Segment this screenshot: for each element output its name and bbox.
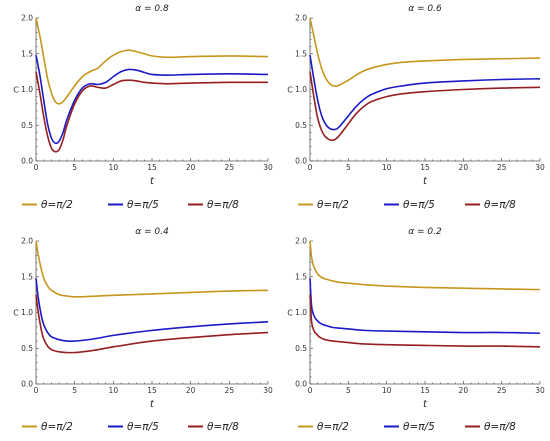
series-line-1: [35, 17, 269, 105]
x-axis-label: t: [423, 176, 428, 187]
x-tick-label: 5: [346, 386, 351, 395]
x-tick-label: 10: [109, 163, 119, 172]
x-tick-label: 15: [147, 163, 157, 172]
x-tick-label: 10: [382, 163, 392, 172]
legend-label: θ=π/2: [41, 199, 73, 211]
y-axis-label: C: [287, 309, 293, 318]
legend-label: θ=π/2: [317, 421, 349, 433]
y-tick-label: 2.0: [295, 237, 307, 246]
panel-title: α = 0.6: [408, 4, 442, 14]
legend: θ=π/2 θ=π/5 θ=π/8: [298, 199, 516, 211]
y-tick-label: 0.0: [295, 157, 307, 166]
series-line-3: [35, 71, 269, 153]
legend-label: θ=π/8: [484, 421, 516, 433]
legend: θ=π/2 θ=π/5 θ=π/8: [22, 421, 239, 433]
legend-label: θ=π/8: [484, 199, 516, 211]
x-axis-label: t: [150, 176, 155, 187]
x-tick-label: 15: [420, 163, 430, 172]
x-tick-label: 25: [497, 163, 507, 172]
y-tick-label: 1.0: [21, 85, 33, 94]
legend: θ=π/2 θ=π/5 θ=π/8: [22, 199, 239, 211]
x-axis-label: t: [150, 399, 155, 410]
y-tick-label: 2.0: [21, 237, 33, 246]
x-tick-label: 0: [308, 163, 313, 172]
legend-label: θ=π/8: [207, 421, 239, 433]
panel-2: α = 0.6 0 5 10 15 20 25 30 0.0 0.5 1.0 1.5 2.0 Ct θ=π/…: [287, 4, 545, 211]
series-line-2: [309, 278, 541, 335]
x-tick-label: 5: [72, 163, 77, 172]
panel-title: α = 0.4: [135, 227, 169, 237]
panel-1: α = 0.8 0 5 10 15 20 25 30 0.0 0.5 1.0 1.5 2.0 Ct θ=π/…: [13, 4, 273, 211]
panel-title: α = 0.2: [408, 227, 442, 237]
x-tick-label: 20: [459, 163, 469, 172]
y-tick-label: 1.5: [295, 49, 307, 58]
x-tick-label: 10: [109, 386, 119, 395]
y-tick-label: 0.0: [295, 380, 307, 389]
panel-title: α = 0.8: [135, 4, 169, 14]
series-line-2: [35, 278, 269, 343]
series-line-1: [309, 17, 541, 87]
x-tick-label: 30: [263, 163, 273, 172]
x-tick-label: 5: [72, 386, 77, 395]
y-tick-label: 2.0: [21, 14, 33, 23]
y-tick-label: 1.5: [295, 272, 307, 281]
x-tick-label: 20: [459, 386, 469, 395]
x-tick-label: 0: [308, 386, 313, 395]
x-tick-label: 0: [34, 386, 39, 395]
legend: θ=π/2 θ=π/5 θ=π/8: [298, 421, 516, 433]
x-tick-label: 5: [346, 163, 351, 172]
legend-label: θ=π/8: [207, 199, 239, 211]
series-line-2: [309, 55, 541, 131]
x-tick-label: 25: [497, 386, 507, 395]
x-tick-label: 20: [186, 386, 196, 395]
series-line-1: [309, 240, 541, 291]
y-tick-label: 1.5: [21, 272, 33, 281]
series-line-1: [35, 240, 269, 298]
y-tick-label: 1.0: [295, 85, 307, 94]
y-tick-label: 0.5: [21, 344, 33, 353]
y-tick-label: 0.5: [295, 121, 307, 130]
y-tick-label: 0.0: [21, 157, 33, 166]
y-tick-label: 1.0: [295, 308, 307, 317]
series-line-3: [309, 71, 541, 142]
y-tick-label: 1.0: [21, 308, 33, 317]
x-tick-label: 15: [147, 386, 157, 395]
series-line-3: [35, 294, 269, 354]
legend-label: θ=π/5: [403, 421, 435, 433]
y-tick-label: 0.5: [21, 121, 33, 130]
x-tick-label: 20: [186, 163, 196, 172]
legend-label: θ=π/2: [41, 421, 73, 433]
series-line-3: [309, 294, 541, 348]
x-tick-label: 30: [263, 386, 273, 395]
y-axis-label: C: [13, 309, 19, 318]
legend-label: θ=π/2: [317, 199, 349, 211]
legend-label: θ=π/5: [127, 421, 159, 433]
x-tick-label: 0: [34, 163, 39, 172]
panel-4: α = 0.2 0 5 10 15 20 25 30 0.0 0.5 1.0 1.5 2.0 Ct θ=π/…: [287, 227, 545, 433]
legend-label: θ=π/5: [403, 199, 435, 211]
y-tick-label: 0.5: [295, 344, 307, 353]
x-tick-label: 30: [535, 386, 545, 395]
y-axis-label: C: [13, 86, 19, 95]
series-line-2: [35, 55, 269, 145]
y-axis-label: C: [287, 86, 293, 95]
legend-label: θ=π/5: [127, 199, 159, 211]
x-tick-label: 10: [382, 386, 392, 395]
x-axis-label: t: [423, 399, 428, 410]
x-tick-label: 25: [225, 386, 235, 395]
y-tick-label: 1.5: [21, 49, 33, 58]
y-tick-label: 0.0: [21, 380, 33, 389]
y-tick-label: 2.0: [295, 14, 307, 23]
x-tick-label: 25: [225, 163, 235, 172]
x-tick-label: 30: [535, 163, 545, 172]
x-tick-label: 15: [420, 386, 430, 395]
panel-3: α = 0.4 0 5 10 15 20 25 30 0.0 0.5 1.0 1.5 2.0 Ct θ=π/…: [13, 227, 273, 433]
